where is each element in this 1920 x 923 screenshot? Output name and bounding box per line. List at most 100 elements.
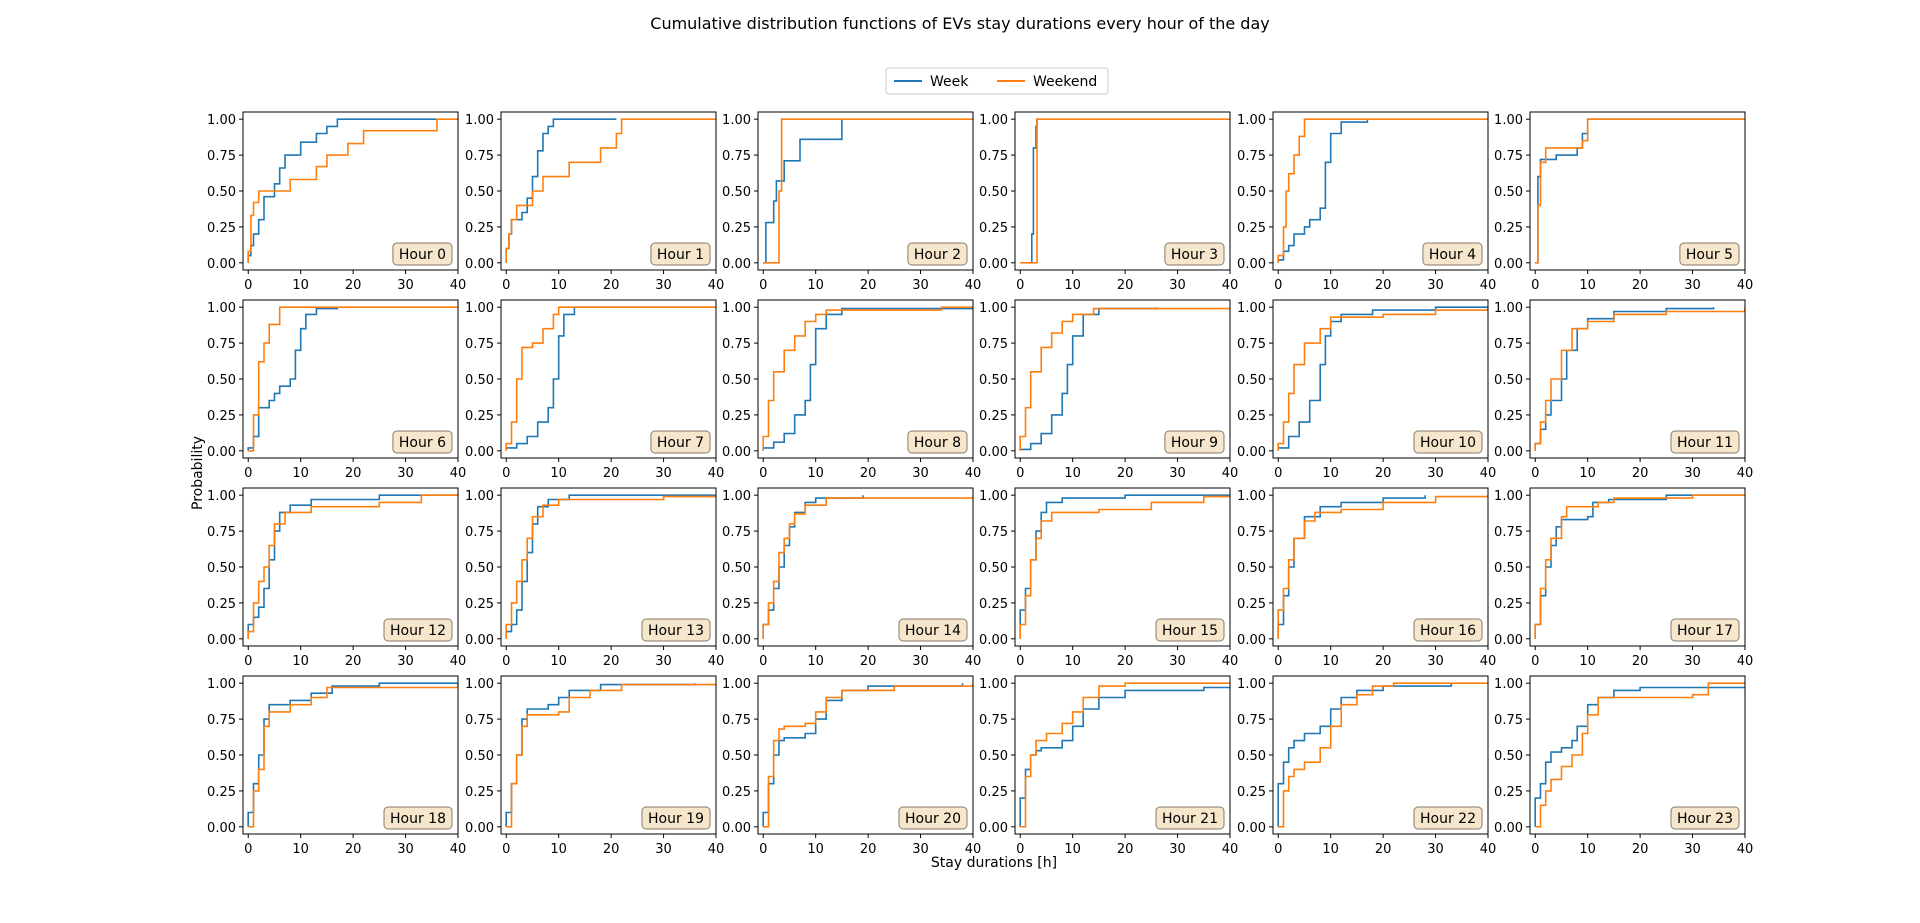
hour-label: Hour 4	[1429, 247, 1476, 263]
y-tick-label: 0.75	[207, 525, 236, 540]
x-tick-label: 40	[1222, 466, 1239, 481]
x-tick-label: 20	[1117, 842, 1134, 857]
y-tick-label: 1.00	[207, 677, 236, 692]
x-tick-label: 20	[1632, 278, 1649, 293]
x-tick-label: 0	[502, 278, 510, 293]
x-tick-label: 40	[1480, 654, 1497, 669]
panel-hour-3: 0 10 20 30 40 0.00 0.25 0.50 0.75 1.00 Hour 3	[979, 111, 1239, 293]
y-tick-label: 1.00	[465, 677, 494, 692]
x-tick-label: 40	[965, 278, 982, 293]
hour-label: Hour 17	[1677, 623, 1733, 639]
y-tick-label: 0.25	[207, 785, 236, 800]
x-tick-label: 10	[1579, 842, 1596, 857]
x-tick-label: 40	[1222, 278, 1239, 293]
panel-hour-14: 0 10 20 30 40 0.00 0.25 0.50 0.75 1.00 Hour 14	[722, 487, 981, 669]
x-tick-label: 40	[1480, 278, 1497, 293]
weekend-cdf-line-hour-12	[247, 494, 458, 639]
y-tick-label: 0.25	[1494, 221, 1523, 236]
x-tick-label: 40	[450, 278, 467, 293]
x-tick-label: 0	[759, 278, 767, 293]
y-tick-label: 0.25	[207, 221, 236, 236]
hour-label-box	[383, 618, 453, 642]
y-tick-label: 1.00	[207, 489, 236, 504]
weekend-cdf-line-hour-4	[1277, 118, 1488, 263]
weekend-cdf-line-hour-5	[1535, 118, 1745, 264]
y-tick-label: 0.25	[979, 409, 1008, 424]
x-tick-label: 0	[244, 278, 252, 293]
week-cdf-line-hour-19	[505, 683, 696, 827]
x-tick-label: 10	[550, 466, 567, 481]
x-tick-label: 20	[345, 278, 362, 293]
hour-label-box	[392, 430, 453, 454]
x-tick-label: 30	[397, 466, 414, 481]
hour-label: Hour 9	[1171, 435, 1218, 451]
y-tick-label: 0.00	[722, 821, 751, 836]
x-tick-label: 20	[603, 842, 620, 857]
weekend-cdf-line-hour-20	[763, 683, 973, 828]
x-tick-label: 40	[708, 466, 725, 481]
x-tick-label: 20	[603, 278, 620, 293]
x-tick-label: 30	[1684, 842, 1701, 857]
y-tick-label: 1.00	[1237, 489, 1266, 504]
hour-label: Hour 8	[914, 435, 961, 451]
week-cdf-line-hour-0	[247, 118, 437, 263]
x-tick-label: 40	[708, 842, 725, 857]
y-tick-label: 1.00	[1494, 113, 1523, 128]
panel-hour-22: 0 10 20 30 40 0.00 0.25 0.50 0.75 1.00 Hour 22	[1237, 675, 1497, 857]
x-tick-label: 0	[1531, 842, 1539, 857]
y-tick-label: 0.50	[1494, 749, 1523, 764]
x-tick-label: 30	[655, 278, 672, 293]
y-tick-label: 0.25	[1237, 597, 1266, 612]
panel-hour-1: 0 10 20 30 40 0.00 0.25 0.50 0.75 1.00 Hour 1	[465, 111, 724, 293]
week-cdf-line-hour-6	[247, 307, 339, 451]
hour-label: Hour 5	[1686, 247, 1733, 263]
y-tick-label: 0.00	[1494, 257, 1523, 272]
hour-label-box	[898, 618, 968, 642]
week-cdf-line-hour-22	[1277, 683, 1453, 827]
y-tick-label: 0.75	[722, 149, 751, 164]
x-tick-label: 20	[860, 466, 877, 481]
y-tick-label: 1.00	[207, 113, 236, 128]
x-tick-label: 10	[550, 842, 567, 857]
y-tick-label: 0.25	[722, 597, 751, 612]
y-tick-label: 0.00	[1494, 633, 1523, 648]
y-tick-label: 0.50	[979, 749, 1008, 764]
y-tick-label: 0.25	[465, 597, 494, 612]
x-tick-label: 40	[965, 842, 982, 857]
weekend-cdf-line-hour-10	[1277, 307, 1488, 451]
hour-label: Hour 11	[1677, 435, 1733, 451]
x-tick-label: 40	[450, 466, 467, 481]
y-tick-label: 1.00	[722, 677, 751, 692]
hour-label-box	[1164, 430, 1225, 454]
x-tick-label: 0	[759, 842, 767, 857]
x-tick-label: 20	[603, 466, 620, 481]
x-tick-label: 30	[1684, 278, 1701, 293]
y-tick-label: 1.00	[722, 301, 751, 316]
weekend-cdf-line-hour-6	[248, 306, 458, 452]
weekend-cdf-line-hour-1	[505, 118, 716, 263]
week-cdf-line-hour-4	[1277, 119, 1369, 263]
week-cdf-line-hour-2	[763, 119, 843, 264]
weekend-cdf-line-hour-13	[505, 495, 716, 639]
y-tick-label: 0.75	[979, 525, 1008, 540]
x-tick-label: 40	[1480, 842, 1497, 857]
y-axis-label: Probability	[190, 436, 206, 510]
y-tick-label: 0.50	[979, 373, 1008, 388]
y-tick-label: 0.25	[979, 785, 1008, 800]
y-tick-label: 1.00	[1494, 301, 1523, 316]
y-tick-label: 0.50	[207, 749, 236, 764]
x-tick-label: 0	[244, 654, 252, 669]
week-cdf-line-hour-18	[247, 682, 458, 827]
y-tick-label: 0.75	[722, 525, 751, 540]
chart-title: Cumulative distribution functions of EVs…	[650, 14, 1269, 33]
x-tick-label: 0	[1016, 466, 1024, 481]
x-tick-label: 0	[1274, 842, 1282, 857]
x-tick-label: 20	[603, 654, 620, 669]
week-cdf-line-hour-11	[1534, 307, 1715, 451]
y-tick-label: 0.25	[1237, 409, 1266, 424]
x-tick-label: 20	[860, 654, 877, 669]
y-tick-label: 0.25	[1237, 785, 1266, 800]
y-tick-label: 0.50	[979, 185, 1008, 200]
x-tick-label: 0	[502, 842, 510, 857]
x-tick-label: 30	[1169, 466, 1186, 481]
